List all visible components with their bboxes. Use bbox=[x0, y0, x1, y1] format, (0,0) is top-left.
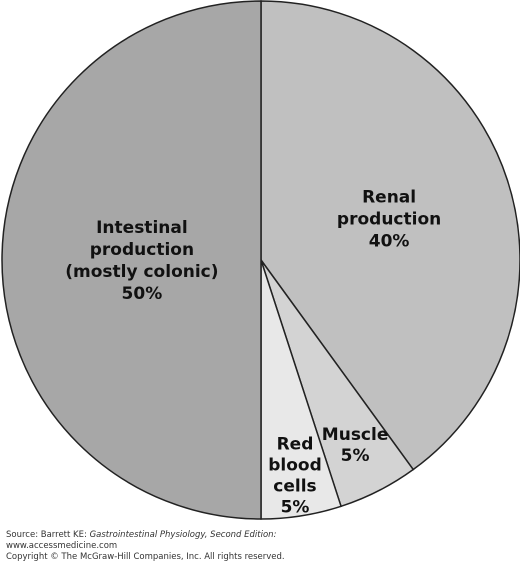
slice-label-1: Muscle 5% bbox=[322, 425, 389, 466]
source-title: Gastrointestinal Physiology, Second Edit… bbox=[89, 530, 277, 540]
pie-slice-3 bbox=[1, 0, 262, 520]
slice-label-line: Red bbox=[277, 434, 314, 454]
slice-label-line: blood bbox=[268, 455, 322, 475]
copyright-line: Copyright © The McGraw-Hill Companies, I… bbox=[6, 552, 285, 562]
pie-chart: Renal production 40%Muscle 5%Red blood cells 5… bbox=[1, 0, 520, 520]
slice-label-line: 40% bbox=[369, 231, 410, 251]
slice-label-3: Intestinal production (mostly colonic) 50% bbox=[65, 218, 218, 304]
pie-slice-0 bbox=[260, 0, 520, 471]
slice-label-line: production bbox=[337, 209, 441, 229]
slice-label-line: (mostly colonic) bbox=[65, 262, 218, 282]
pie-labels: Renal production 40%Muscle 5%Red blood cells 5… bbox=[65, 187, 441, 517]
source-url: www.accessmedicine.com bbox=[6, 541, 118, 551]
slice-label-line: 50% bbox=[122, 284, 163, 304]
slice-label-line: 5% bbox=[341, 446, 370, 466]
slice-label-2: Red blood cells 5% bbox=[268, 434, 322, 517]
slice-label-line: Renal bbox=[362, 187, 416, 207]
source-line: Source: Barrett KE: Gastrointestinal Phy… bbox=[6, 530, 276, 540]
slice-label-line: production bbox=[90, 240, 194, 260]
slice-label-line: Intestinal bbox=[96, 218, 188, 238]
source-prefix: Source: Barrett KE: bbox=[6, 530, 90, 540]
slice-label-line: Muscle bbox=[322, 425, 389, 445]
slice-label-0: Renal production 40% bbox=[337, 187, 441, 251]
slice-label-line: cells bbox=[273, 476, 316, 496]
slice-label-line: 5% bbox=[281, 497, 310, 517]
pie-slices bbox=[1, 0, 520, 520]
